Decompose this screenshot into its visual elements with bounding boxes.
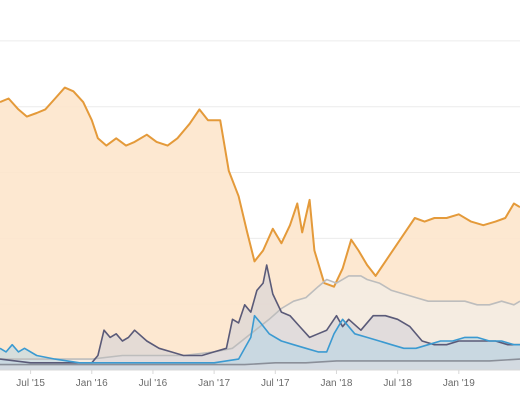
series-line-4 xyxy=(0,358,520,366)
x-tick-label: Jul '15 xyxy=(16,378,45,389)
x-tick-labels: Jul '15 Jan '16 Jul '16 Jan '17 Jul '17 Jan '… xyxy=(16,370,475,389)
x-tick-label: Jul '17 xyxy=(261,378,290,389)
series-area-4 xyxy=(0,359,520,370)
series-line-3 xyxy=(0,314,520,364)
x-tick-label: Jul '16 xyxy=(139,378,168,389)
x-tick-label: Jul '18 xyxy=(383,378,412,389)
x-tick-label: Jan '18 xyxy=(321,378,353,389)
series-line-0 xyxy=(0,86,520,288)
x-axis: Jul '15 Jan '16 Jul '16 Jan '17 Jul '17 Jan '… xyxy=(0,369,520,389)
series-area-3 xyxy=(0,315,520,370)
x-tick-label: Jan '16 xyxy=(76,378,108,389)
x-tick-label: Jan '19 xyxy=(443,378,475,389)
x-tick-label: Jan '17 xyxy=(198,378,230,389)
series-line-1 xyxy=(0,275,520,360)
series-line-2 xyxy=(0,264,520,364)
series-group xyxy=(0,86,520,370)
